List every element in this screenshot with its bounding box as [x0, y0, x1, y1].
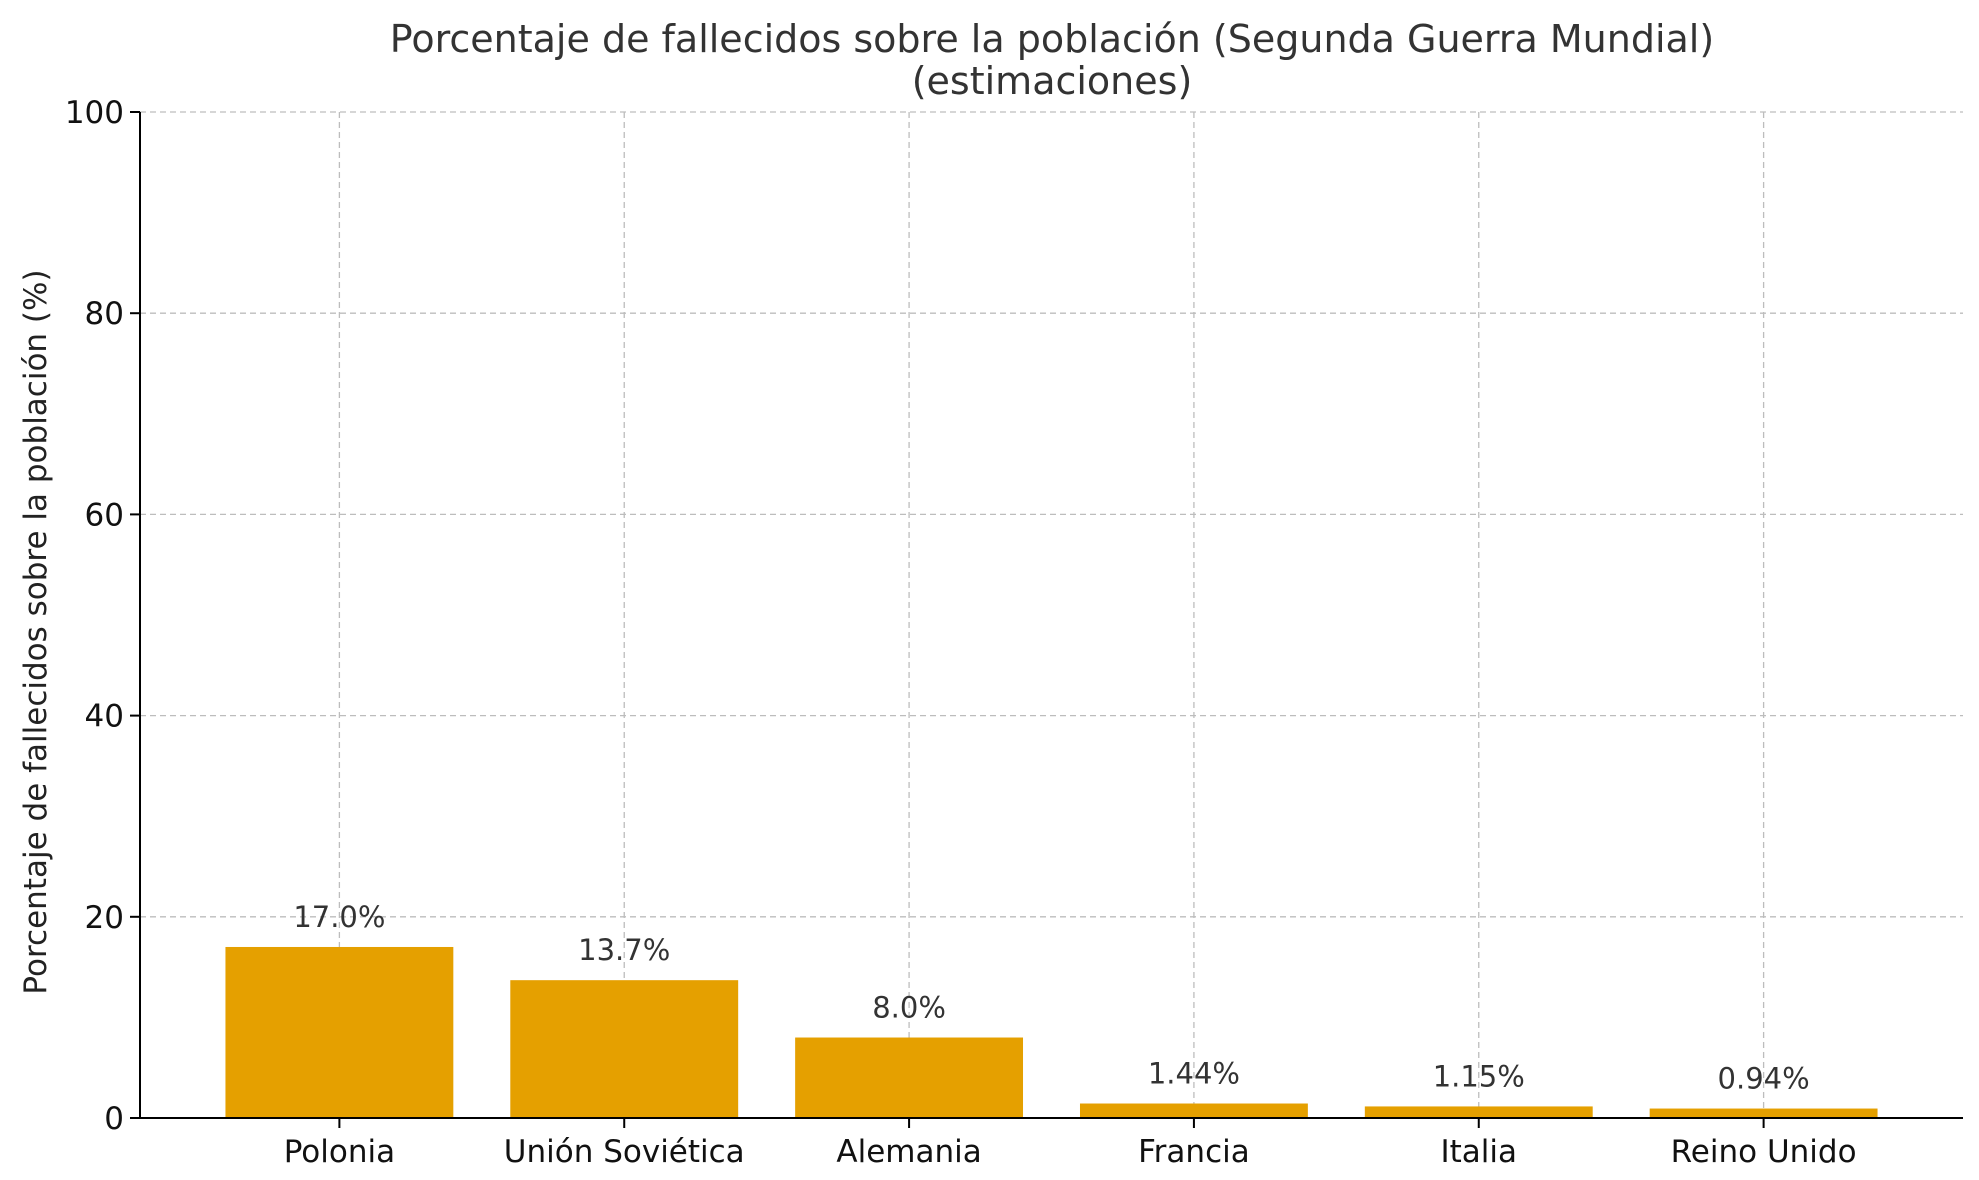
x-tick-label: Alemania	[836, 1134, 981, 1170]
bar-2	[795, 1037, 1024, 1118]
axes: 0 20 40 60 80 100 Polonia Unión Soviética Aleman…	[65, 95, 1963, 1170]
bar-5	[1649, 1108, 1878, 1118]
bar-data-labels: 17.0% 13.7% 8.0% 1.44% 1.15% 0.94%	[293, 900, 1809, 1096]
x-tick-label: Italia	[1441, 1134, 1518, 1170]
x-tick-label: Francia	[1138, 1134, 1250, 1170]
bars	[225, 946, 1878, 1118]
x-tick-label: Unión Soviética	[504, 1134, 745, 1170]
y-axis-label: Porcentaje de fallecidos sobre la poblac…	[18, 269, 54, 994]
chart-subtitle: (estimaciones)	[912, 59, 1193, 103]
bar-0	[225, 946, 454, 1118]
bar-data-label: 0.94%	[1718, 1062, 1810, 1096]
chart-title: Porcentaje de fallecidos sobre la poblac…	[390, 17, 1714, 61]
y-tick-label: 60	[85, 497, 124, 533]
bar-4	[1364, 1106, 1593, 1118]
bar-data-label: 13.7%	[578, 933, 670, 967]
bar-1	[510, 980, 739, 1118]
y-tick-label: 100	[65, 95, 124, 131]
bar-3	[1079, 1103, 1308, 1118]
bar-data-label: 1.44%	[1148, 1057, 1240, 1091]
x-tick-label: Polonia	[284, 1134, 395, 1170]
bar-data-label: 1.15%	[1433, 1059, 1525, 1093]
x-tick-label: Reino Unido	[1671, 1134, 1857, 1170]
y-tick-label: 40	[85, 699, 124, 735]
y-tick-label: 0	[104, 1101, 124, 1137]
y-tick-label: 20	[85, 900, 124, 936]
gridlines	[140, 111, 1963, 1119]
y-tick-label: 80	[85, 296, 124, 332]
bar-data-label: 17.0%	[293, 900, 385, 934]
bar-data-label: 8.0%	[872, 991, 946, 1025]
